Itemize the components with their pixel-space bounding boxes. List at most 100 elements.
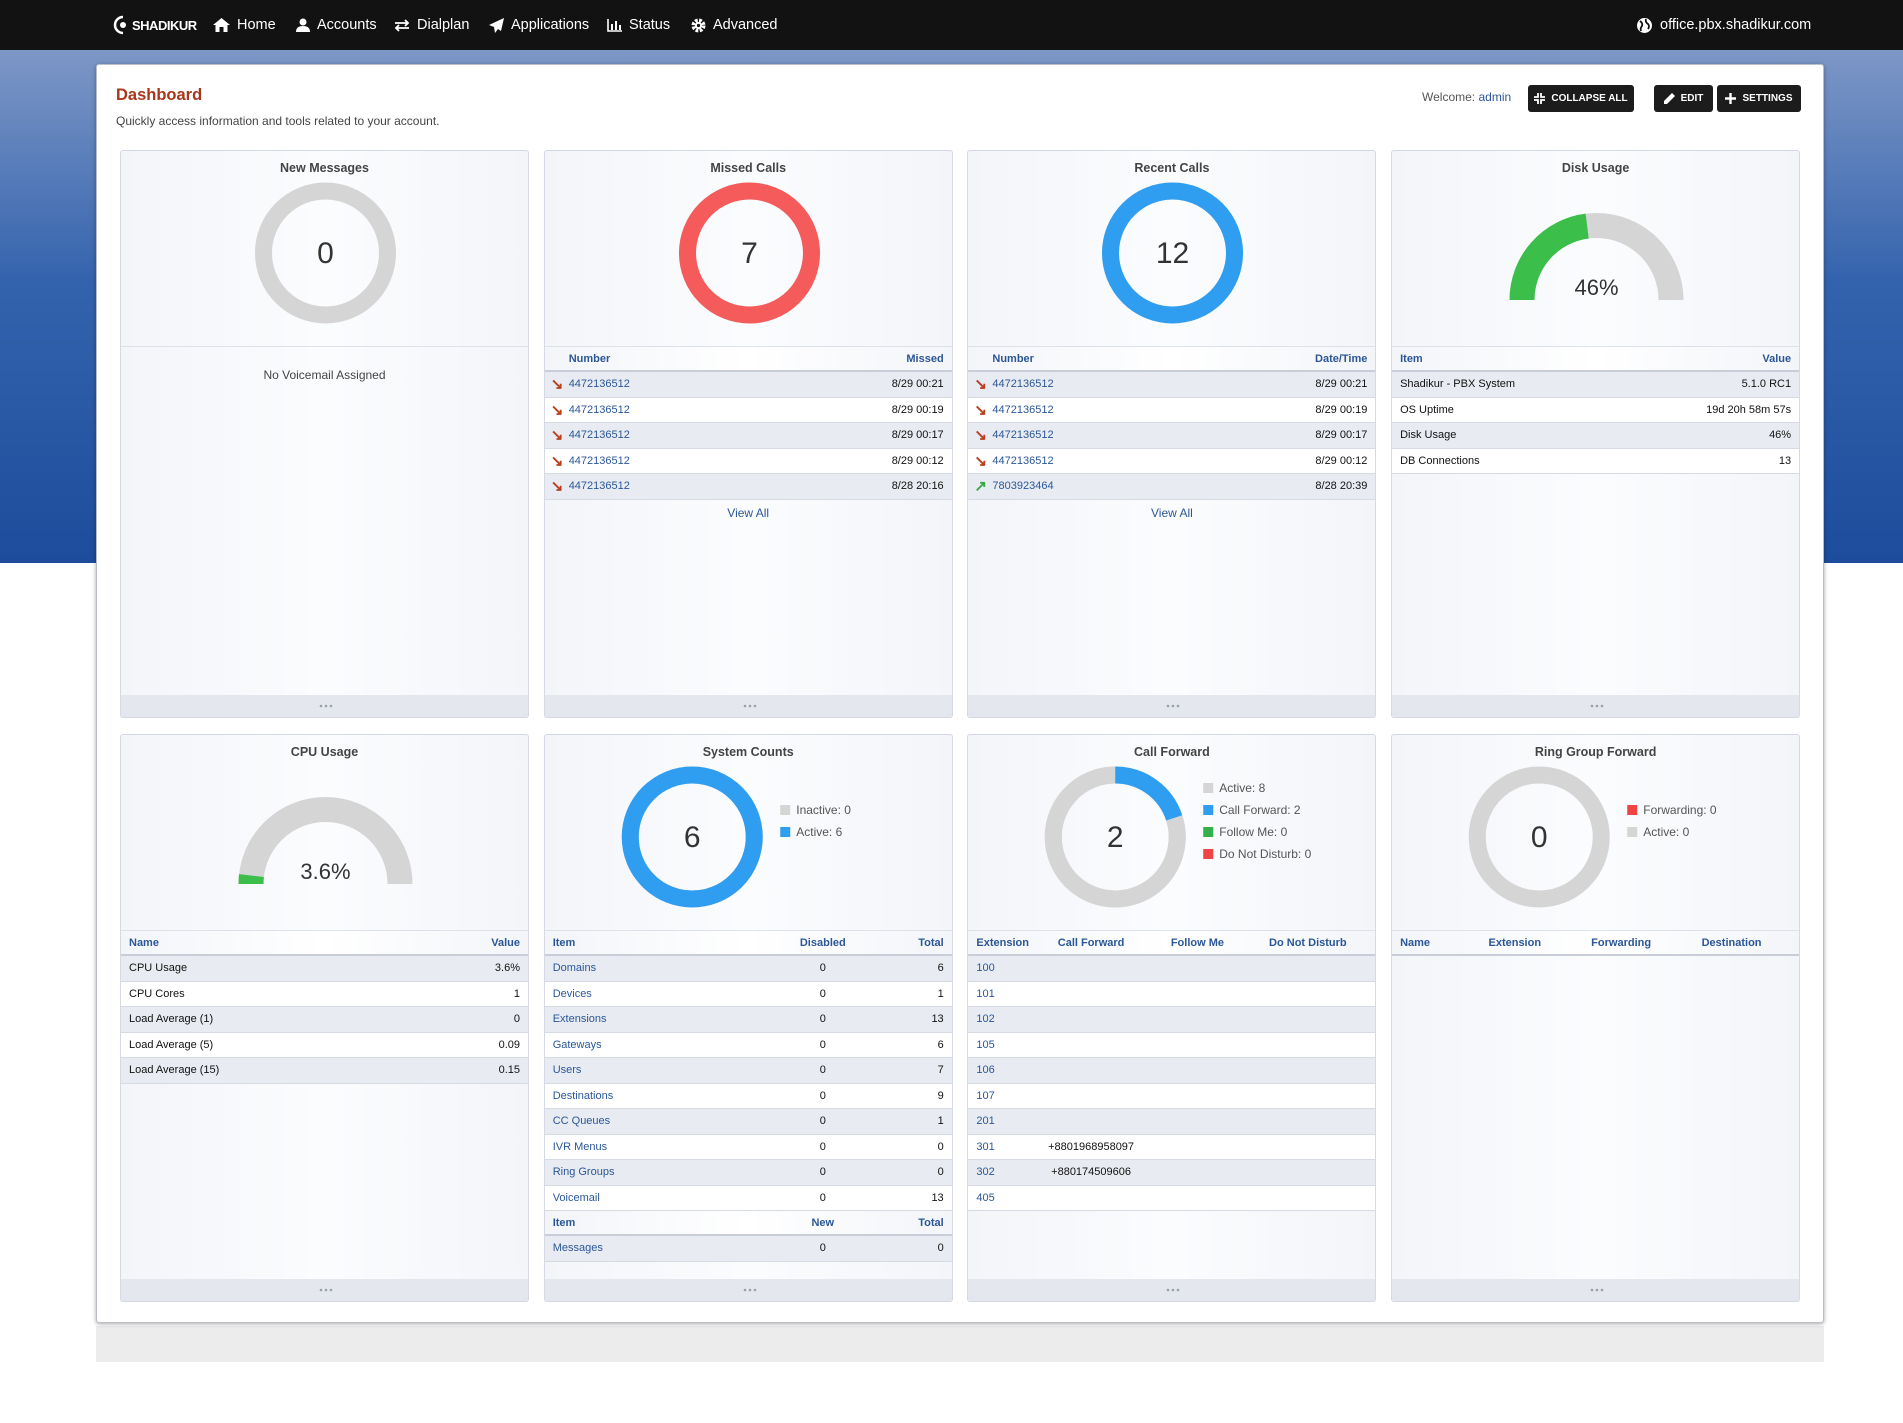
table-header: Item Value [1392, 347, 1800, 372]
nav-accounts[interactable]: Accounts [296, 0, 377, 50]
edit-button[interactable]: EDIT [1654, 85, 1713, 112]
row-label[interactable]: 201 [976, 1115, 995, 1127]
grip-dot [1600, 704, 1604, 708]
view-all-link[interactable]: View All [1150, 505, 1193, 520]
settings-button[interactable]: SETTINGS [1717, 85, 1801, 112]
nav-applications[interactable]: Applications [489, 0, 589, 50]
widget-title: System Counts [702, 745, 794, 759]
widget-chart: 46% [1509, 213, 1684, 301]
column-header: Name [1400, 937, 1431, 949]
row-value: +8801968958097 [1048, 1140, 1135, 1153]
grip-dot [743, 704, 746, 708]
row-label[interactable]: CC Queues [552, 1115, 611, 1127]
row-label[interactable]: 102 [976, 1013, 995, 1025]
row-label[interactable]: Extensions [552, 1013, 607, 1025]
nav-advanced[interactable]: Advanced [691, 0, 778, 50]
table-row: OS Uptime 19d 20h 58m 57s [1392, 397, 1800, 423]
table-header: Number Date/Time [968, 347, 1376, 372]
row-label[interactable]: 100 [976, 962, 995, 974]
row-label: DB Connections [1400, 454, 1480, 467]
legend-swatch [1627, 827, 1638, 837]
nav-label: Applications [511, 17, 590, 33]
row-label[interactable]: 4472136512 [992, 429, 1054, 441]
table-row: Load Average (5) 0.09 [121, 1032, 528, 1058]
icon [1637, 17, 1652, 33]
row-label[interactable]: 4472136512 [568, 454, 630, 467]
widget-divider [968, 930, 1376, 931]
row-label[interactable]: 4472136512 [992, 403, 1054, 416]
row-value: 13 [1778, 454, 1792, 467]
row-value: 6 [937, 962, 944, 974]
column-header: Extension [976, 937, 1029, 949]
row-label[interactable]: 301 [976, 1140, 995, 1153]
row-value: 0 [937, 1140, 944, 1153]
column-header: Follow Me [1170, 937, 1224, 949]
row-value: 0 [819, 1166, 826, 1178]
table-header: Item New Total [544, 1211, 952, 1236]
row-value: 0 [513, 1013, 520, 1025]
column-header: Call Forward [1057, 937, 1125, 949]
row-label[interactable]: Gateways [552, 1038, 602, 1051]
row-label[interactable]: 106 [976, 1064, 995, 1076]
row-label[interactable]: Devices [552, 987, 592, 1000]
donut-value: 0 [317, 237, 334, 270]
row-label[interactable]: Messages [552, 1242, 603, 1254]
row-label[interactable]: 4472136512 [992, 454, 1054, 467]
grip-dot [1177, 704, 1180, 708]
row-label[interactable]: IVR Menus [552, 1140, 608, 1153]
row-value: +880174509606 [1051, 1166, 1131, 1178]
donut-value: 2 [1107, 821, 1124, 854]
row-label[interactable]: Ring Groups [552, 1166, 615, 1178]
grip-dot [1600, 1288, 1604, 1292]
table-row: ↘ 4472136512 8/29 00:19 [544, 397, 952, 423]
brand-logo[interactable]: SHADIKUR [113, 0, 197, 50]
row-value: 0.15 [498, 1064, 520, 1076]
row-label[interactable]: 107 [976, 1089, 995, 1102]
row-label[interactable]: Voicemail [552, 1191, 600, 1204]
table-row: ↘ 4472136512 8/29 00:12 [544, 448, 952, 474]
row-label[interactable]: Domains [552, 962, 597, 974]
donut-value: 6 [684, 821, 701, 854]
legend-swatch [779, 827, 790, 837]
table-row: Extensions 0 13 [544, 1007, 952, 1033]
view-all-link[interactable]: View All [727, 505, 770, 520]
gauge-label: 46% [1575, 275, 1619, 300]
icon [1534, 93, 1546, 104]
table-row: ↘ 4472136512 8/29 00:21 [544, 372, 952, 398]
row-label[interactable]: 405 [976, 1191, 995, 1204]
call-direction-icon: ↗ [974, 478, 987, 495]
empty-message: No Voicemail Assigned [263, 368, 386, 382]
row-label[interactable]: 7803923464 [992, 480, 1054, 492]
user-link[interactable]: admin [1478, 90, 1512, 104]
logo-icon [113, 15, 126, 35]
table-row: ↘ 4472136512 8/28 20:16 [544, 474, 952, 500]
row-label[interactable]: 302 [976, 1166, 995, 1178]
table-header: Item Disabled Total [544, 931, 952, 956]
table-row: ↘ 4472136512 8/29 00:12 [968, 448, 1376, 474]
row-label: Load Average (5) [129, 1038, 214, 1051]
grip-dot [1172, 704, 1175, 708]
nav-status[interactable]: Status [607, 0, 670, 50]
table-row: 102 [968, 1007, 1376, 1033]
donut-segment [621, 766, 763, 908]
row-value: 8/29 00:12 [1315, 454, 1368, 467]
call-direction-icon: ↘ [550, 401, 564, 419]
row-label[interactable]: Users [552, 1064, 582, 1076]
row-label[interactable]: Destinations [552, 1089, 614, 1102]
row-label[interactable]: 4472136512 [568, 378, 630, 390]
grip-dot [329, 704, 333, 708]
row-label[interactable]: 4472136512 [568, 429, 630, 441]
column-header: Total [918, 937, 944, 949]
row-label[interactable]: 105 [976, 1038, 995, 1051]
table-row: CPU Cores 1 [121, 981, 528, 1007]
nav-domain[interactable]: office.pbx.shadikur.com [1636, 0, 1811, 50]
row-label[interactable]: 101 [976, 987, 995, 1000]
row-label[interactable]: 4472136512 [568, 480, 630, 492]
row-label[interactable]: 4472136512 [568, 403, 630, 416]
table-row: 405 [968, 1185, 1376, 1211]
widget-footer [1392, 1279, 1800, 1301]
row-label[interactable]: 4472136512 [992, 378, 1054, 390]
nav-home[interactable]: Home [213, 0, 276, 50]
collapse-all-button[interactable]: COLLAPSE ALL [1528, 85, 1634, 112]
nav-dialplan[interactable]: Dialplan [394, 0, 469, 50]
